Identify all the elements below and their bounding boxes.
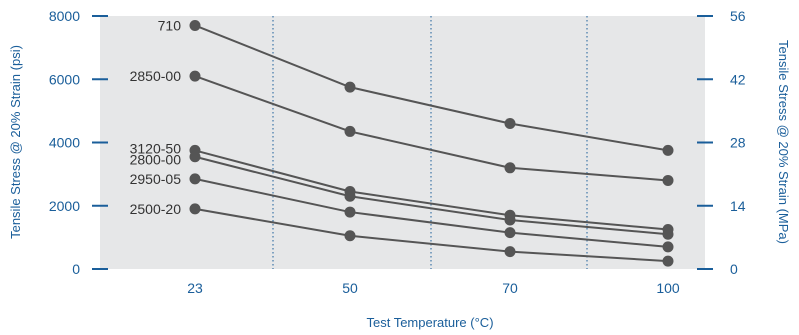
x-axis-title: Test Temperature (°C) [366, 315, 493, 330]
x-tick-label: 100 [656, 280, 680, 296]
data-point [344, 81, 356, 93]
y-axis-title: Tensile Stress @ 20% Strain (psi) [8, 45, 23, 239]
right-tick-label: 14 [730, 198, 746, 214]
data-point [344, 206, 356, 218]
data-point [504, 118, 516, 130]
data-point [504, 246, 516, 258]
series-label: 2950-05 [130, 171, 182, 187]
data-point [344, 230, 356, 242]
data-point [189, 173, 201, 185]
left-tick-label: 0 [72, 261, 80, 277]
data-point [189, 19, 201, 31]
series-label: 710 [158, 17, 182, 33]
data-point [662, 144, 674, 156]
right-tick-label: 28 [730, 135, 746, 151]
data-point [344, 190, 356, 202]
x-axis: 23 50 70 100 [187, 280, 680, 296]
left-tick-label: 4000 [49, 135, 80, 151]
series-label: 2850-00 [130, 68, 182, 84]
series-label: 2500-20 [130, 201, 182, 217]
left-tick-label: 6000 [49, 71, 80, 87]
x-tick-label: 50 [342, 280, 358, 296]
data-point [504, 227, 516, 239]
series-line-3120-50 [194, 149, 669, 231]
right-tick-label: 0 [730, 261, 738, 277]
data-point [189, 70, 201, 82]
data-point [662, 241, 674, 253]
x-tick-label: 70 [502, 280, 518, 296]
data-point [504, 214, 516, 226]
x-tick-label: 23 [187, 280, 203, 296]
right-tick-label: 56 [730, 8, 746, 24]
data-point [344, 125, 356, 137]
left-tick-label: 2000 [49, 198, 80, 214]
series-label: 3120-50 [130, 140, 182, 156]
series-label: 2800-00 [130, 152, 182, 168]
series-line-2850-00 [194, 75, 669, 182]
series-line-710 [194, 24, 669, 152]
series-line-2950-05 [194, 177, 669, 248]
left-tick-label: 8000 [49, 8, 80, 24]
series-line-2500-20 [194, 207, 669, 263]
data-point [662, 228, 674, 240]
left-axis: 0 2000 4000 6000 8000 [49, 8, 108, 277]
data-point [504, 162, 516, 174]
y-axis-title-right: Tensile Stress @ 20% Strain (MPa) [776, 40, 791, 244]
right-axis: 0 14 28 42 56 [697, 8, 746, 277]
right-tick-label: 42 [730, 71, 746, 87]
data-point [662, 174, 674, 186]
series-line-2800-00 [194, 155, 669, 236]
data-point [662, 255, 674, 267]
data-point [189, 151, 201, 163]
data-point [189, 203, 201, 215]
